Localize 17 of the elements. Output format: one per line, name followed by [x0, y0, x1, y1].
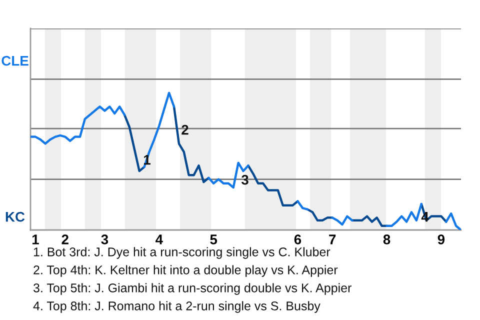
- annotation: 3: [241, 174, 248, 185]
- annotation: 2: [182, 124, 188, 135]
- x-tick-label: 5: [210, 234, 218, 244]
- x-tick-label: 2: [62, 234, 68, 244]
- x-tick-label: 4: [156, 234, 163, 244]
- text: 2. Top 4th: K. Keltner hit into a double play vs K. Appier: [34, 265, 338, 277]
- x-tick-label: 3: [101, 234, 108, 244]
- text: CLE: [2, 56, 28, 66]
- text: KC: [6, 212, 25, 222]
- text: 4. Top 8th: J. Romano hit a 2-run single vs S. Busby: [33, 301, 320, 313]
- text: 1. Bot 3rd: J. Dye hit a run-scoring single vs C. Kluber: [34, 247, 330, 259]
- x-tick-label: 1: [32, 234, 39, 244]
- x-tick-label: 9: [438, 234, 445, 244]
- x-tick-label: 8: [383, 234, 390, 244]
- x-tick-label: 6: [294, 234, 302, 244]
- x-tick-label: 7: [329, 234, 336, 244]
- text: 3. Top 5th: J. Giambi hit a run-scoring double vs K. Appier: [33, 283, 352, 295]
